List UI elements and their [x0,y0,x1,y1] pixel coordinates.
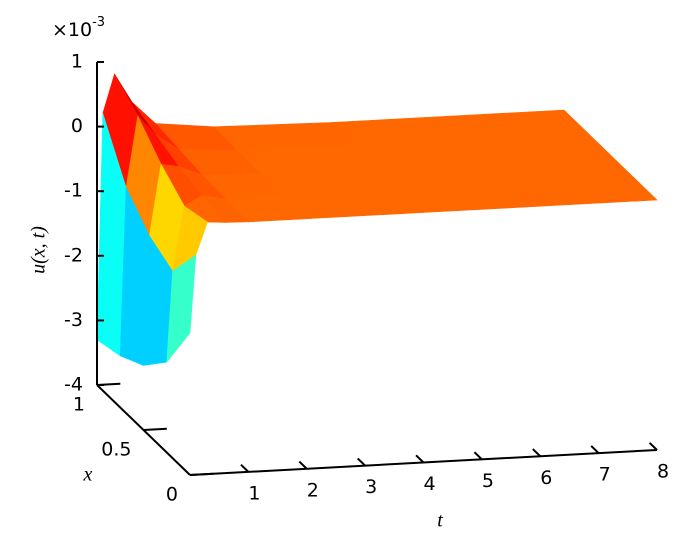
surface-patch [166,254,197,363]
x-tick [189,472,214,476]
t-tick-label: 1 [248,482,260,504]
t-tick-label: 3 [365,476,377,498]
z-axis-label: u(x, t) [28,226,50,274]
t-tick [532,448,541,457]
z-tick-label: -1 [64,180,83,202]
x-tick-label: 0.5 [101,439,131,461]
t-tick [473,451,483,461]
t-tick-label: 8 [657,461,669,483]
t-tick [356,457,366,467]
z-tick-label: -4 [64,374,83,396]
z-tick-label: -3 [64,309,83,331]
t-tick-label: 2 [307,479,319,501]
surface [96,73,658,366]
axes: 1 0 -1 -2 -3 -4 0 0.5 1 1 2 3 4 5 6 7 8 [64,51,669,506]
z-tick-label: 0 [71,115,83,137]
x-axis-label: x [83,464,93,486]
t-tick-label: 6 [540,467,552,489]
t-tick-label: 7 [599,464,611,486]
t-tick-label: 4 [423,473,435,495]
z-multiplier-base: ×10 [52,19,92,41]
t-tick [298,460,308,470]
t-tick [240,463,250,473]
t-tick [590,445,600,454]
x-tick-label: 1 [73,394,85,416]
x-tick [143,427,167,431]
z-tick-label: -2 [64,244,83,266]
t-tick-label: 5 [482,470,494,492]
z-multiplier: ×10-3 [52,15,105,41]
x-tick-label: 0 [166,484,178,506]
t-axis-label: t [437,510,443,532]
x-tick [96,382,121,386]
t-tick [415,454,425,464]
z-tick-label: 1 [71,51,83,73]
z-multiplier-exponent: -3 [92,15,105,30]
t-tick [648,442,658,451]
